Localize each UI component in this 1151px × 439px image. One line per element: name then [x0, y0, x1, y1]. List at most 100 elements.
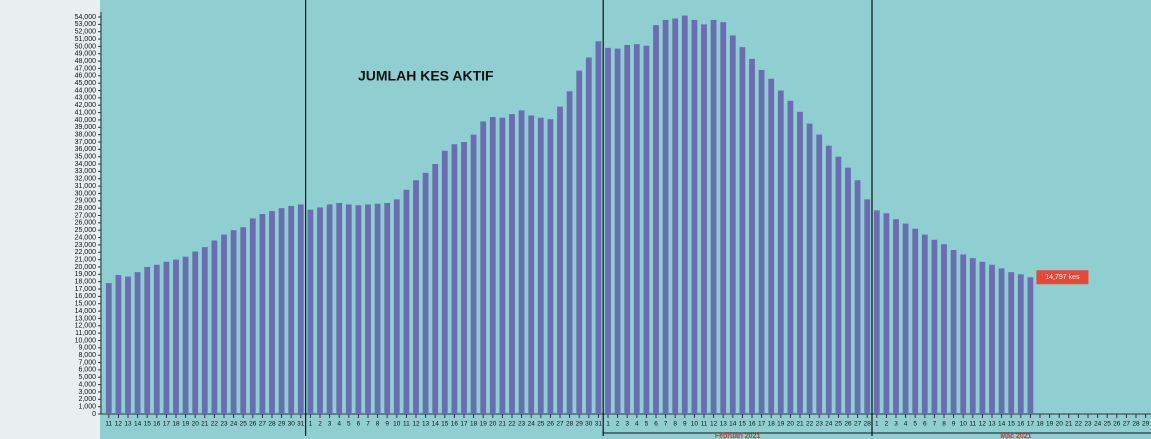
y-tick-label: 31,000 — [75, 183, 97, 190]
bar — [730, 35, 736, 414]
bar — [874, 210, 880, 414]
bar — [893, 219, 899, 414]
x-tick-label: 25 — [835, 421, 843, 428]
x-tick-label: 1 — [309, 421, 313, 428]
x-tick-label: 22 — [1075, 421, 1083, 428]
y-tick-label: 38,000 — [75, 131, 97, 138]
x-tick-label: 23 — [1084, 421, 1092, 428]
x-tick-label: 24 — [1094, 421, 1102, 428]
bar — [432, 164, 438, 414]
x-tick-label: 9 — [385, 421, 389, 428]
bar — [711, 20, 717, 414]
bar — [375, 204, 381, 414]
bar — [221, 235, 227, 414]
chart: JUMLAH KES AKTIF 01,0002,0003,0004,0005,… — [0, 0, 1151, 439]
y-tick-label: 51,000 — [75, 36, 97, 43]
bar — [346, 204, 352, 414]
bar — [394, 199, 400, 414]
x-tick-label: 10 — [960, 421, 968, 428]
y-tick-label: 3,000 — [78, 389, 96, 396]
bar — [404, 190, 410, 414]
x-tick-label: 16 — [748, 421, 756, 428]
x-tick-label: 16 — [1017, 421, 1025, 428]
bar — [701, 24, 707, 414]
bar — [951, 250, 957, 414]
y-tick-label: 52,000 — [75, 29, 97, 36]
y-tick-label: 4,000 — [78, 381, 96, 388]
x-tick-label: 11 — [105, 421, 112, 428]
x-tick-label: 13 — [124, 421, 132, 428]
y-tick-label: 1,000 — [78, 403, 96, 410]
bar — [720, 22, 726, 414]
x-tick-label: 23 — [816, 421, 824, 428]
x-tick-label: 27 — [854, 421, 862, 428]
x-tick-label: 14 — [432, 421, 440, 428]
y-tick-label: 7,000 — [78, 359, 96, 366]
x-tick-label: 14 — [134, 421, 142, 428]
bar — [548, 119, 554, 414]
y-tick-label: 12,000 — [75, 323, 97, 330]
x-tick-label: 3 — [328, 421, 332, 428]
x-tick-label: 6 — [357, 421, 361, 428]
x-tick-label: 7 — [366, 421, 370, 428]
bar — [749, 59, 755, 414]
y-tick-label: 35,000 — [75, 154, 97, 161]
x-tick-label: 2 — [616, 421, 620, 428]
x-tick-label: 2 — [885, 421, 889, 428]
bar — [298, 204, 304, 414]
bar — [480, 121, 486, 414]
y-tick-label: 43,000 — [75, 95, 97, 102]
x-tick-label: 18 — [172, 421, 180, 428]
x-tick-label: 12 — [412, 421, 420, 428]
x-tick-label: 29 — [278, 421, 286, 428]
bar — [461, 142, 467, 414]
x-tick-label: 13 — [720, 421, 728, 428]
bar — [788, 101, 794, 414]
bar — [740, 47, 746, 414]
bar — [528, 116, 534, 414]
x-tick-label: 15 — [1008, 421, 1016, 428]
x-tick-label: 16 — [153, 421, 161, 428]
y-tick-label: 27,000 — [75, 212, 97, 219]
x-tick-label: 3 — [894, 421, 898, 428]
y-tick-label: 28,000 — [75, 205, 97, 212]
x-tick-label: 20 — [192, 421, 200, 428]
bar — [557, 107, 563, 414]
bar — [471, 135, 477, 414]
bar — [634, 44, 640, 414]
x-tick-label: 8 — [942, 421, 946, 428]
x-tick-label: 29 — [1142, 421, 1150, 428]
bar — [116, 275, 122, 414]
bar — [317, 207, 323, 414]
y-tick-label: 14,000 — [75, 308, 97, 315]
bar — [912, 229, 918, 414]
x-tick-label: 17 — [163, 421, 171, 428]
x-tick-label: 19 — [480, 421, 488, 428]
bar — [663, 20, 669, 414]
x-tick-label: 17 — [1027, 421, 1035, 428]
bar — [356, 205, 362, 414]
x-tick-label: 5 — [645, 421, 649, 428]
bar — [682, 16, 688, 414]
y-tick-label: 25,000 — [75, 227, 97, 234]
bar — [288, 206, 294, 414]
x-tick-label: 21 — [796, 421, 804, 428]
x-tick-label: 24 — [528, 421, 536, 428]
bar — [855, 180, 861, 414]
y-tick-label: 15,000 — [75, 301, 97, 308]
x-tick-label: 12 — [115, 421, 123, 428]
y-tick-label: 48,000 — [75, 58, 97, 65]
y-tick-label: 6,000 — [78, 367, 96, 374]
y-tick-label: 47,000 — [75, 65, 97, 72]
x-tick-label: 23 — [518, 421, 526, 428]
x-tick-label: 12 — [710, 421, 718, 428]
x-tick-label: 14 — [998, 421, 1006, 428]
bar — [384, 203, 390, 414]
y-tick-label: 29,000 — [75, 198, 97, 205]
x-tick-label: 5 — [913, 421, 917, 428]
y-tick-label: 49,000 — [75, 51, 97, 58]
x-tick-label: 26 — [1113, 421, 1121, 428]
x-tick-label: 18 — [470, 421, 478, 428]
bar — [1008, 272, 1014, 414]
bar — [845, 168, 851, 414]
